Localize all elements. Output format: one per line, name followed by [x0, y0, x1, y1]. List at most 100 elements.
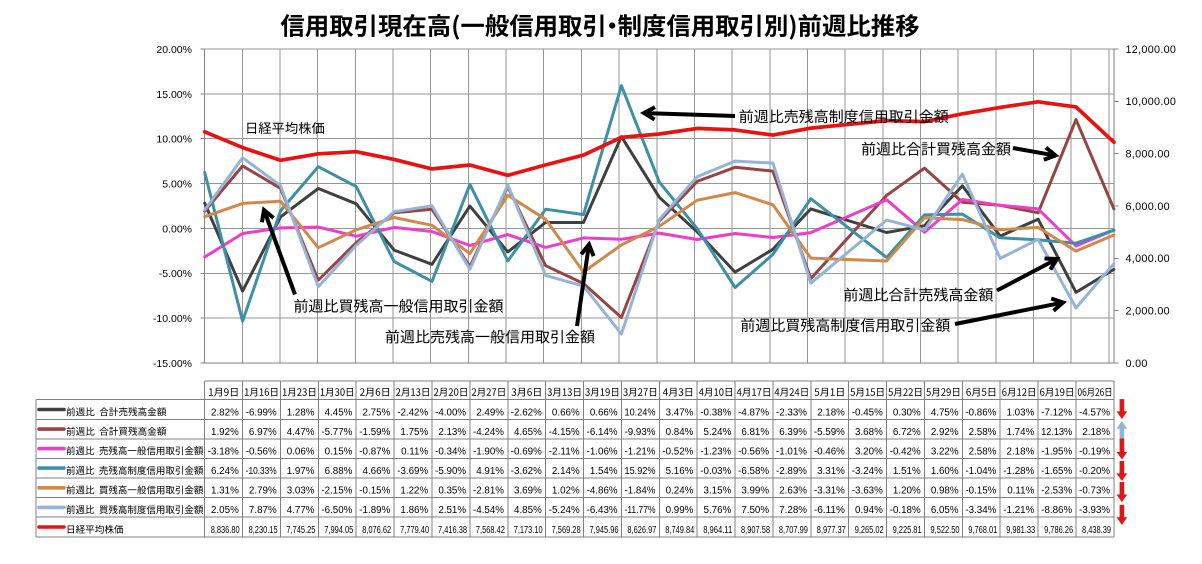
svg-text:-1.06%: -1.06%: [587, 446, 618, 457]
svg-text:-6.58%: -6.58%: [738, 466, 769, 477]
svg-text:-4.24%: -4.24%: [473, 427, 504, 438]
svg-text:3.68%: 3.68%: [855, 427, 883, 438]
svg-text:9,225.81: 9,225.81: [893, 525, 922, 536]
svg-text:-0.56%: -0.56%: [246, 446, 277, 457]
svg-text:-0.15%: -0.15%: [965, 486, 996, 497]
svg-text:-1.89%: -1.89%: [359, 505, 390, 516]
svg-text:2.58%: 2.58%: [969, 446, 997, 457]
svg-text:-10.33%: -10.33%: [246, 466, 277, 477]
svg-text:-2.62%: -2.62%: [511, 407, 542, 418]
svg-text:-1.28%: -1.28%: [1003, 466, 1034, 477]
svg-text:7,416.38: 7,416.38: [438, 525, 467, 536]
svg-text:-10.00%: -10.00%: [153, 313, 192, 325]
svg-text:8,626.97: 8,626.97: [627, 525, 656, 536]
svg-text:2.63%: 2.63%: [779, 486, 807, 497]
svg-text:-6.14%: -6.14%: [587, 427, 618, 438]
svg-text:-4.87%: -4.87%: [738, 407, 769, 418]
svg-text:-6.50%: -6.50%: [321, 505, 352, 516]
svg-text:0.30%: 0.30%: [893, 407, 921, 418]
svg-text:9,768.01: 9,768.01: [968, 525, 997, 536]
svg-text:8,907.58: 8,907.58: [741, 525, 770, 536]
svg-text:10.24%: 10.24%: [625, 407, 656, 418]
svg-text:7,173.10: 7,173.10: [514, 525, 543, 536]
svg-text:-5.59%: -5.59%: [814, 427, 845, 438]
svg-text:7,945.96: 7,945.96: [590, 525, 619, 536]
svg-text:-1.65%: -1.65%: [1041, 466, 1072, 477]
svg-text:-6.99%: -6.99%: [246, 407, 277, 418]
svg-text:3.15%: 3.15%: [704, 486, 732, 497]
svg-text:8,230.15: 8,230.15: [249, 525, 278, 536]
svg-text:-3.62%: -3.62%: [511, 466, 542, 477]
svg-text:-4.57%: -4.57%: [1079, 407, 1110, 418]
svg-text:1.22%: 1.22%: [400, 486, 428, 497]
svg-text:2.18%: 2.18%: [817, 407, 845, 418]
svg-text:-4.00%: -4.00%: [435, 407, 466, 418]
svg-text:-5.77%: -5.77%: [321, 427, 352, 438]
svg-text:3.47%: 3.47%: [666, 407, 694, 418]
svg-text:-3.24%: -3.24%: [852, 466, 883, 477]
svg-text:-1.84%: -1.84%: [625, 486, 656, 497]
svg-text:-4.15%: -4.15%: [549, 427, 580, 438]
svg-text:-0.46%: -0.46%: [814, 446, 845, 457]
svg-text:-0.56%: -0.56%: [738, 446, 769, 457]
svg-text:-0.34%: -0.34%: [435, 446, 466, 457]
svg-text:1.02%: 1.02%: [552, 486, 580, 497]
svg-text:2,000.00: 2,000.00: [1126, 306, 1170, 318]
svg-text:4.47%: 4.47%: [287, 427, 315, 438]
svg-text:-6.11%: -6.11%: [814, 505, 845, 516]
svg-text:-2.53%: -2.53%: [1041, 486, 1072, 497]
svg-text:1.51%: 1.51%: [893, 466, 921, 477]
svg-text:8,977.37: 8,977.37: [817, 525, 846, 536]
svg-text:7.87%: 7.87%: [249, 505, 277, 516]
svg-text:-2.15%: -2.15%: [321, 486, 352, 497]
svg-text:1.75%: 1.75%: [400, 427, 428, 438]
svg-text:0.11%: 0.11%: [401, 446, 428, 457]
svg-text:0.00%: 0.00%: [162, 223, 192, 235]
svg-text:-0.19%: -0.19%: [1079, 446, 1110, 457]
svg-text:3.22%: 3.22%: [931, 446, 959, 457]
svg-text:-3.69%: -3.69%: [397, 466, 428, 477]
svg-text:-5.24%: -5.24%: [549, 505, 580, 516]
svg-text:3.03%: 3.03%: [287, 486, 315, 497]
svg-text:4.66%: 4.66%: [363, 466, 391, 477]
svg-text:-0.15%: -0.15%: [359, 486, 390, 497]
svg-text:7,779.40: 7,779.40: [400, 525, 429, 536]
svg-text:6.81%: 6.81%: [741, 427, 769, 438]
svg-text:-0.42%: -0.42%: [890, 446, 921, 457]
svg-text:-0.52%: -0.52%: [662, 446, 693, 457]
svg-text:-0.87%: -0.87%: [359, 446, 390, 457]
svg-text:5.00%: 5.00%: [162, 179, 192, 191]
svg-text:-6.43%: -6.43%: [587, 505, 618, 516]
svg-text:0.24%: 0.24%: [666, 486, 694, 497]
svg-text:-0.18%: -0.18%: [890, 505, 921, 516]
svg-text:8,964.11: 8,964.11: [703, 525, 732, 536]
svg-text:-3.18%: -3.18%: [208, 446, 239, 457]
svg-text:-0.86%: -0.86%: [965, 407, 996, 418]
svg-text:-1.23%: -1.23%: [700, 446, 731, 457]
svg-text:1.03%: 1.03%: [1007, 407, 1035, 418]
svg-text:-0.03%: -0.03%: [700, 466, 731, 477]
svg-text:0.00: 0.00: [1126, 358, 1148, 370]
svg-text:4.45%: 4.45%: [325, 407, 353, 418]
svg-text:-5.00%: -5.00%: [159, 268, 192, 280]
svg-text:3.31%: 3.31%: [817, 466, 845, 477]
svg-text:3.20%: 3.20%: [855, 446, 883, 457]
svg-text:7,745.25: 7,745.25: [286, 525, 315, 536]
svg-text:2.05%: 2.05%: [211, 505, 239, 516]
svg-text:6.39%: 6.39%: [779, 427, 807, 438]
svg-text:7.28%: 7.28%: [779, 505, 807, 516]
svg-text:-0.69%: -0.69%: [511, 446, 542, 457]
svg-text:-0.45%: -0.45%: [852, 407, 883, 418]
svg-text:0.94%: 0.94%: [855, 505, 883, 516]
svg-text:3.69%: 3.69%: [514, 486, 542, 497]
svg-text:8,749.84: 8,749.84: [665, 525, 694, 536]
svg-text:0.84%: 0.84%: [666, 427, 694, 438]
svg-text:2.13%: 2.13%: [438, 427, 466, 438]
svg-text:-1.59%: -1.59%: [359, 427, 390, 438]
svg-text:5.24%: 5.24%: [704, 427, 732, 438]
svg-text:1.86%: 1.86%: [400, 505, 428, 516]
svg-text:1.54%: 1.54%: [590, 466, 618, 477]
svg-text:8,000.00: 8,000.00: [1126, 149, 1170, 161]
svg-text:-1.21%: -1.21%: [1003, 505, 1034, 516]
svg-text:-1.04%: -1.04%: [965, 466, 996, 477]
